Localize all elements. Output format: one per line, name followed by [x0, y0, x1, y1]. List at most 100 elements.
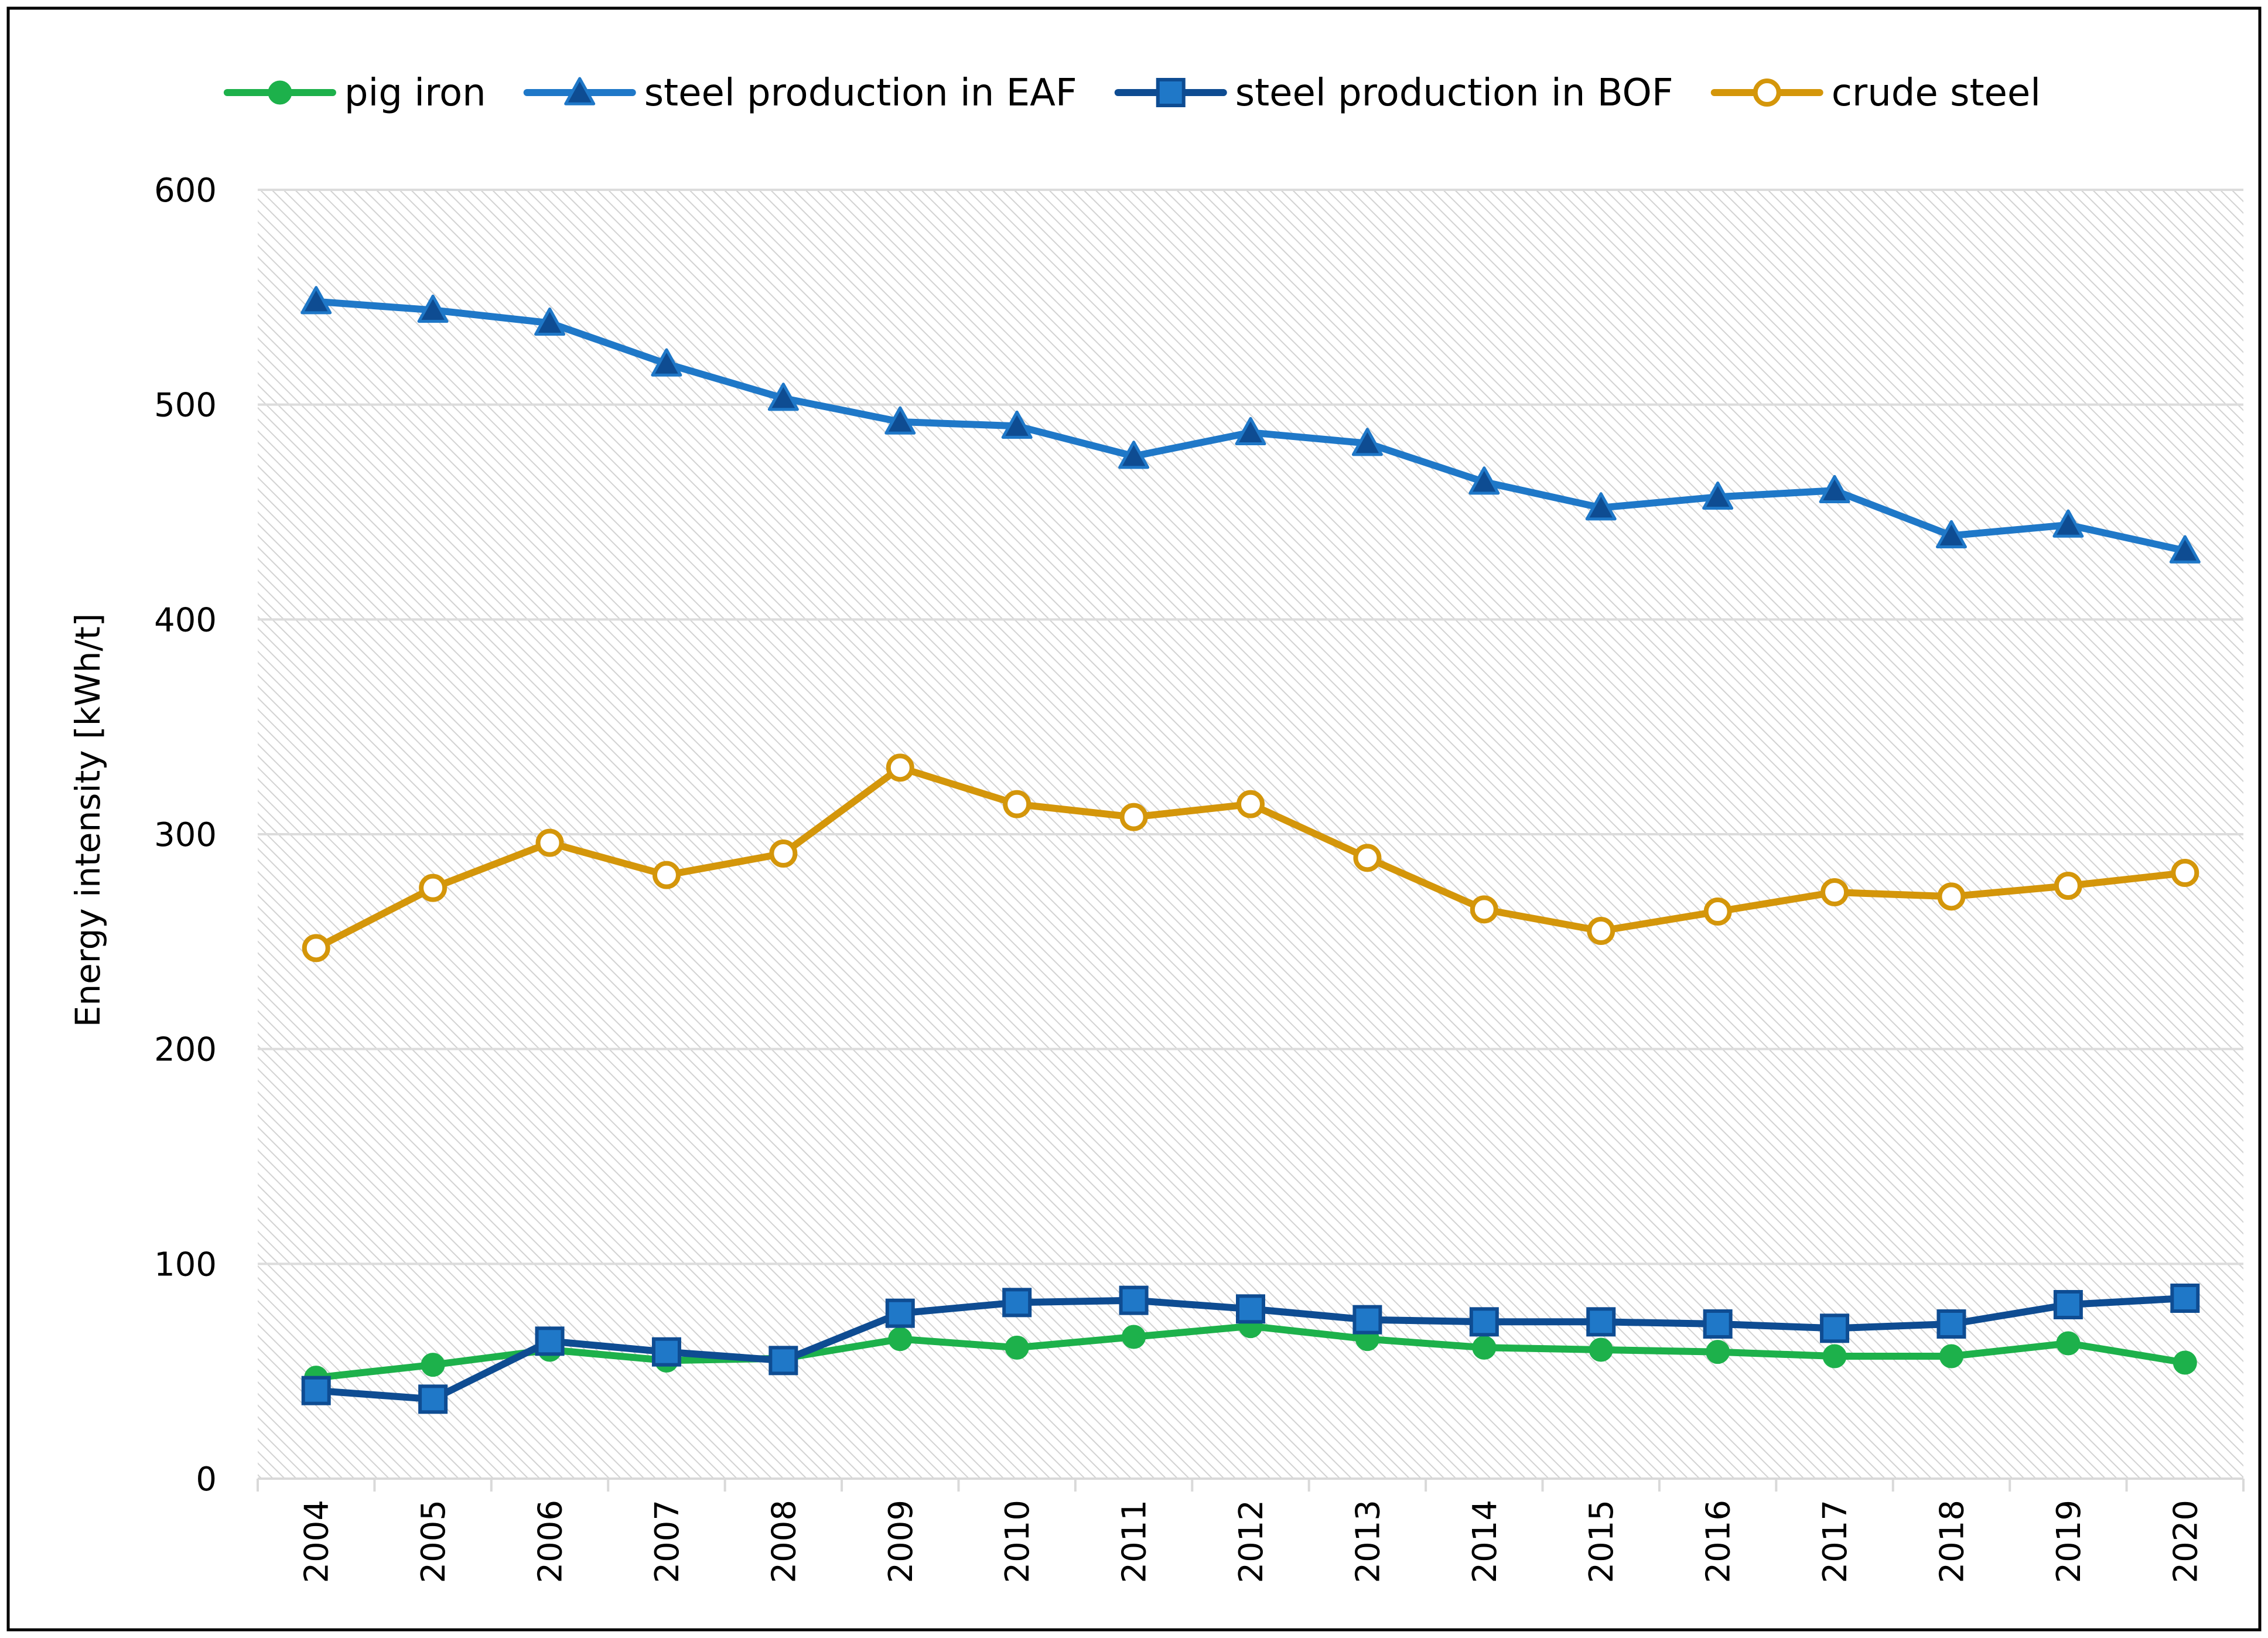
data-point-steel-production-in-eaf	[1001, 410, 1033, 439]
legend-label: steel production in EAF	[644, 71, 1077, 115]
data-point-crude-steel	[1703, 898, 1732, 926]
series-crude-steel	[302, 753, 2199, 963]
legend-label: pig iron	[344, 71, 486, 115]
data-point-steel-production-in-eaf	[2169, 535, 2201, 564]
x-tick-label: 2012	[1232, 1500, 1270, 1584]
data-point-steel-production-in-bof	[301, 1376, 331, 1405]
legend-label: crude steel	[1832, 71, 2041, 115]
data-point-crude-steel	[652, 861, 681, 889]
data-point-pig-iron	[1122, 1325, 1146, 1349]
data-point-pig-iron	[888, 1327, 913, 1352]
data-point-steel-production-in-bof	[1352, 1305, 1382, 1335]
x-tick-label: 2015	[1583, 1500, 1621, 1584]
x-tick-label: 2019	[2050, 1500, 2088, 1584]
data-point-crude-steel	[1470, 895, 1498, 924]
data-point-steel-production-in-eaf	[767, 383, 799, 411]
data-point-steel-production-in-eaf	[1585, 492, 1617, 521]
series-steel-production-in-bof	[301, 1284, 2200, 1414]
x-tick-label: 2020	[2167, 1500, 2205, 1584]
x-tick-label: 2014	[1466, 1500, 1504, 1584]
data-point-steel-production-in-bof	[2053, 1290, 2083, 1319]
y-tick-label: 600	[154, 172, 217, 210]
data-point-steel-production-in-bof	[418, 1384, 448, 1414]
legend-swatch-marker	[1156, 78, 1186, 107]
axes: 0 100 200 300 400 500 600 2004 2005 2006 2007 2008 2…	[154, 172, 2245, 1584]
x-tick-label: 2007	[648, 1500, 686, 1584]
y-tick-label: 300	[154, 816, 217, 854]
data-point-steel-production-in-bof	[1820, 1313, 1850, 1343]
y-tick-label: 400	[154, 601, 217, 639]
data-point-crude-steel	[419, 873, 448, 902]
x-tick-label: 2010	[999, 1500, 1037, 1584]
data-point-steel-production-in-bof	[1703, 1309, 1733, 1339]
data-point-crude-steel	[2171, 859, 2199, 887]
legend-swatch-marker	[1753, 79, 1781, 107]
data-point-pig-iron	[2173, 1350, 2197, 1375]
data-point-crude-steel	[1587, 917, 1615, 945]
data-point-steel-production-in-bof	[2170, 1284, 2200, 1313]
x-tick-label: 2004	[298, 1500, 336, 1584]
x-tick-label: 2018	[1933, 1500, 1971, 1584]
legend: pig iron steel production in EAF steel pro…	[223, 71, 2041, 115]
y-tick-label: 100	[154, 1245, 217, 1284]
data-point-steel-production-in-bof	[651, 1337, 681, 1367]
y-tick-label: 200	[154, 1031, 217, 1069]
data-point-steel-production-in-eaf	[1118, 441, 1150, 469]
data-point-steel-production-in-eaf	[1702, 481, 1734, 510]
data-point-steel-production-in-eaf	[300, 286, 332, 315]
y-tick-label: 0	[196, 1460, 217, 1499]
data-point-steel-production-in-eaf	[1235, 417, 1266, 446]
data-point-steel-production-in-eaf	[651, 348, 682, 377]
data-point-crude-steel	[769, 840, 798, 868]
data-point-steel-production-in-eaf	[1935, 520, 1967, 549]
series-steel-production-in-eaf	[300, 286, 2201, 564]
data-point-crude-steel	[1003, 790, 1031, 818]
data-point-crude-steel	[886, 753, 914, 782]
x-tick-label: 2011	[1116, 1500, 1154, 1584]
legend-swatch-marker	[564, 77, 596, 105]
data-point-steel-production-in-eaf	[884, 406, 916, 435]
legend-item-pig-iron: pig iron	[223, 71, 486, 115]
data-point-steel-production-in-eaf	[417, 294, 449, 323]
data-point-crude-steel	[1353, 844, 1382, 872]
data-point-steel-production-in-bof	[1236, 1294, 1265, 1324]
data-point-crude-steel	[1937, 882, 1966, 911]
data-point-pig-iron	[1939, 1344, 1963, 1369]
data-point-steel-production-in-eaf	[1468, 466, 1500, 495]
y-tick-label: 500	[154, 387, 217, 425]
data-point-steel-production-in-eaf	[534, 307, 566, 336]
x-tick-label: 2009	[882, 1500, 920, 1584]
data-point-steel-production-in-bof	[535, 1326, 565, 1356]
data-point-steel-production-in-bof	[885, 1298, 915, 1328]
data-point-crude-steel	[535, 828, 564, 857]
data-point-pig-iron	[1005, 1335, 1029, 1360]
data-point-pig-iron	[2056, 1331, 2081, 1356]
data-point-steel-production-in-bof	[1936, 1309, 1966, 1339]
data-point-pig-iron	[1472, 1335, 1497, 1360]
data-point-pig-iron	[421, 1353, 445, 1377]
data-point-steel-production-in-eaf	[2052, 509, 2084, 538]
y-axis-title: Energy intensity [kWh/t]	[68, 613, 108, 1028]
data-point-crude-steel	[1237, 790, 1265, 818]
data-point-steel-production-in-bof	[1002, 1288, 1032, 1318]
legend-item-steel-production-in-bof: steel production in BOF	[1114, 71, 1673, 115]
x-tick-label: 2008	[765, 1500, 803, 1584]
x-tick-label: 2006	[532, 1500, 570, 1584]
legend-item-steel-production-in-eaf: steel production in EAF	[523, 71, 1077, 115]
data-point-steel-production-in-bof	[768, 1346, 798, 1376]
data-point-crude-steel	[1119, 803, 1148, 831]
data-point-pig-iron	[1822, 1344, 1847, 1369]
data-point-steel-production-in-bof	[1119, 1285, 1149, 1315]
series-layer	[300, 286, 2201, 1414]
data-point-steel-production-in-bof	[1586, 1307, 1616, 1337]
data-point-steel-production-in-eaf	[1819, 475, 1850, 504]
legend-swatch-marker	[268, 80, 292, 105]
x-tick-label: 2016	[1700, 1500, 1738, 1584]
data-point-crude-steel	[2054, 872, 2082, 900]
data-point-steel-production-in-eaf	[1351, 428, 1383, 456]
x-tick-label: 2013	[1349, 1500, 1387, 1584]
gridlines	[258, 189, 2243, 1265]
legend-item-crude-steel: crude steel	[1710, 71, 2041, 115]
